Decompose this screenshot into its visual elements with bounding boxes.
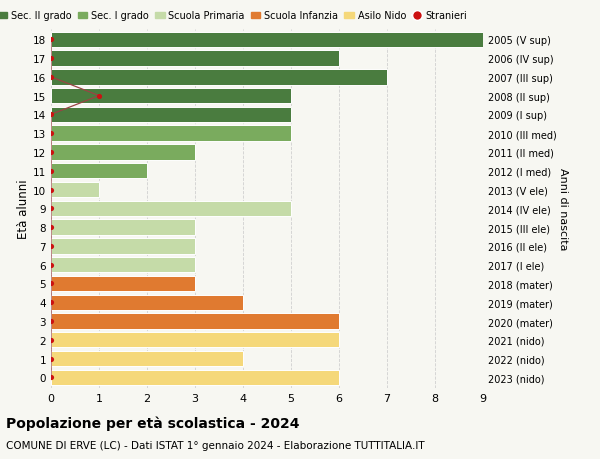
Point xyxy=(46,36,56,44)
Point xyxy=(46,243,56,250)
Point xyxy=(46,168,56,175)
Point xyxy=(46,299,56,306)
Point xyxy=(46,186,56,194)
Bar xyxy=(51,332,339,348)
Bar xyxy=(51,351,243,366)
Point xyxy=(46,55,56,62)
Point xyxy=(46,205,56,213)
Point xyxy=(46,74,56,81)
Text: Popolazione per età scolastica - 2024: Popolazione per età scolastica - 2024 xyxy=(6,415,299,430)
Bar xyxy=(51,126,291,141)
Point xyxy=(46,318,56,325)
Point xyxy=(46,262,56,269)
Bar xyxy=(51,33,483,48)
Legend: Sec. II grado, Sec. I grado, Scuola Primaria, Scuola Infanzia, Asilo Nido, Stran: Sec. II grado, Sec. I grado, Scuola Prim… xyxy=(0,11,467,22)
Bar xyxy=(51,295,243,310)
Point xyxy=(46,224,56,231)
Bar xyxy=(51,107,291,123)
Point xyxy=(46,355,56,363)
Bar xyxy=(51,257,195,273)
Y-axis label: Anni di nascita: Anni di nascita xyxy=(558,168,568,250)
Bar xyxy=(51,182,99,198)
Bar xyxy=(51,239,195,254)
Bar xyxy=(51,145,195,160)
Y-axis label: Età alunni: Età alunni xyxy=(17,179,30,239)
Bar xyxy=(51,276,195,291)
Bar xyxy=(51,70,387,85)
Bar xyxy=(51,201,291,217)
Point xyxy=(94,93,104,100)
Bar xyxy=(51,51,339,67)
Point xyxy=(46,149,56,156)
Point xyxy=(46,112,56,119)
Bar xyxy=(51,370,339,385)
Point xyxy=(46,374,56,381)
Bar xyxy=(51,313,339,329)
Bar xyxy=(51,164,147,179)
Bar xyxy=(51,89,291,104)
Bar xyxy=(51,220,195,235)
Text: COMUNE DI ERVE (LC) - Dati ISTAT 1° gennaio 2024 - Elaborazione TUTTITALIA.IT: COMUNE DI ERVE (LC) - Dati ISTAT 1° genn… xyxy=(6,440,425,450)
Point xyxy=(46,130,56,138)
Point xyxy=(46,336,56,344)
Point xyxy=(46,280,56,287)
